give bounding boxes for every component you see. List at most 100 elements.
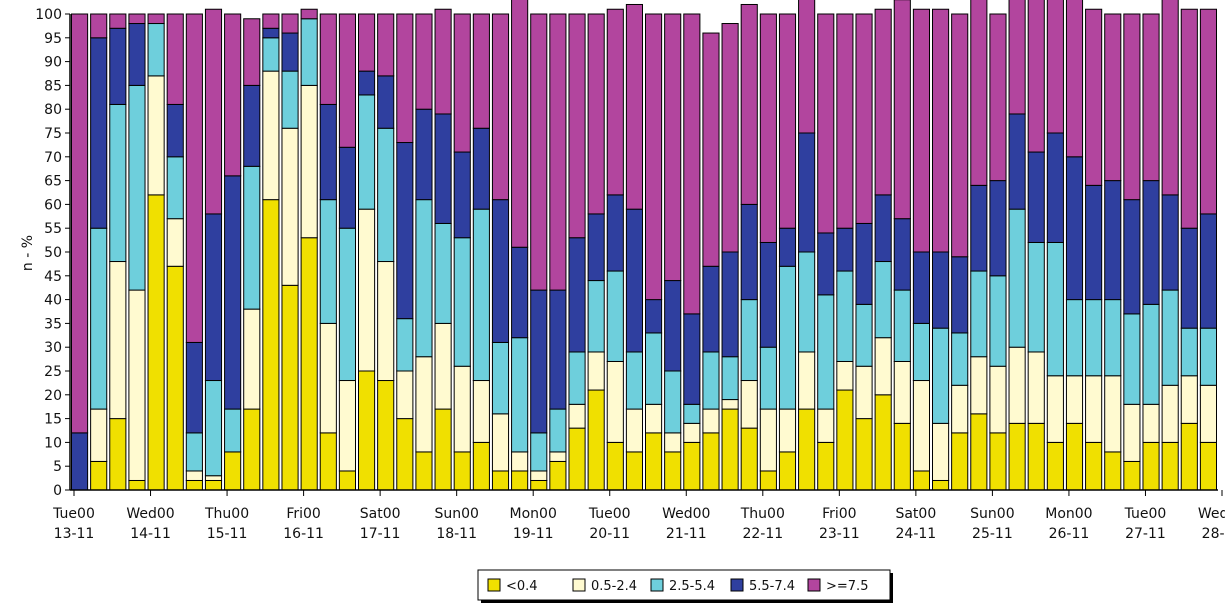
bar-segment-3-29 <box>625 208 643 353</box>
bar-segment-3-26 <box>568 237 586 353</box>
bar-segment-3-37 <box>778 227 797 267</box>
bar-segment-2-30 <box>645 332 663 405</box>
bar-segment-4-32 <box>683 13 701 315</box>
bar-segment-4-6 <box>185 13 203 343</box>
bar-segment-2-12 <box>300 18 318 86</box>
bar-segment-0-57 <box>1161 441 1179 491</box>
bar-segment-4-9 <box>243 18 261 86</box>
bar-segment-0-36 <box>759 470 777 491</box>
y-tick-label: 20 <box>44 388 62 404</box>
bar-segment-0-41 <box>855 418 873 491</box>
bar-segment-0-18 <box>415 451 433 491</box>
bar-segment-3-19 <box>434 113 452 224</box>
bar-segment-1-23 <box>511 451 529 472</box>
bar-segment-4-55 <box>1123 13 1141 201</box>
bar-segment-0-16 <box>377 380 395 491</box>
y-tick-label: 80 <box>44 102 62 118</box>
bar-segment-3-28 <box>606 194 624 272</box>
bar-segment-4-37 <box>778 13 797 229</box>
x-tick-label-day: Tue00 <box>1124 506 1167 522</box>
bar-segment-1-31 <box>664 432 682 453</box>
bar-segment-4-56 <box>1142 13 1160 182</box>
bar-segment-4-45 <box>932 8 950 253</box>
x-tick-label-date: 14-11 <box>130 526 171 542</box>
legend-swatch-3 <box>730 578 744 592</box>
bar-segment-3-17 <box>396 142 414 320</box>
bar-segment-0-19 <box>434 408 452 491</box>
legend-label-0: <0.4 <box>506 579 538 594</box>
bar-segment-2-43 <box>893 289 911 362</box>
bar-segment-2-50 <box>1027 241 1045 353</box>
bar-segment-4-10 <box>262 13 280 29</box>
bar-segment-2-53 <box>1085 299 1103 377</box>
bar-segment-4-7 <box>204 8 223 215</box>
bar-segment-3-2 <box>109 27 127 105</box>
bar-segment-0-58 <box>1180 422 1198 491</box>
y-tick-label: 50 <box>44 245 62 261</box>
bar-segment-0-24 <box>530 479 548 491</box>
bar-segment-2-56 <box>1142 303 1160 405</box>
y-ticks-group: 0 5 10 15 20 25 30 35 40 45 50 55 60 65 70 75 80 85 90 95 10… <box>35 7 70 499</box>
x-tick-label-day: Sat00 <box>895 506 936 522</box>
bar-segment-1-20 <box>453 365 471 453</box>
bar-segment-0-30 <box>645 432 663 491</box>
bar-segment-1-15 <box>358 208 376 372</box>
y-tick-label: 25 <box>44 364 62 380</box>
bar-segment-1-26 <box>568 403 586 429</box>
legend-swatch-2 <box>650 578 664 592</box>
bar-segment-0-49 <box>1008 422 1026 491</box>
bar-segment-1-46 <box>951 384 969 434</box>
bar-segment-1-11 <box>281 127 299 286</box>
bar-segment-1-27 <box>587 351 605 391</box>
bar-segment-4-17 <box>396 13 414 144</box>
bars-group <box>71 0 1217 491</box>
bar-segment-2-34 <box>721 356 739 401</box>
bar-segment-1-4 <box>147 75 165 196</box>
bar-segment-4-8 <box>224 13 242 177</box>
bar-segment-2-45 <box>932 327 950 424</box>
bar-segment-0-56 <box>1142 441 1160 491</box>
bar-segment-0-15 <box>358 370 376 491</box>
bar-segment-1-57 <box>1161 384 1179 443</box>
bar-segment-3-36 <box>759 241 777 348</box>
bar-segment-2-52 <box>1065 299 1084 377</box>
bar-segment-0-8 <box>224 451 242 491</box>
bar-segment-1-7 <box>204 475 223 481</box>
x-tick-label-day: Thu00 <box>740 506 785 522</box>
bar-segment-1-25 <box>549 451 567 462</box>
bar-segment-1-24 <box>530 470 548 481</box>
bar-segment-4-58 <box>1180 8 1198 229</box>
bar-segment-1-48 <box>989 365 1007 434</box>
bar-segment-1-52 <box>1065 375 1084 424</box>
bar-segment-3-24 <box>530 289 548 434</box>
bar-segment-0-4 <box>147 194 165 491</box>
bar-segment-3-47 <box>970 184 988 272</box>
bar-segment-4-49 <box>1008 0 1026 115</box>
y-tick-label: 100 <box>35 7 62 23</box>
bar-segment-3-30 <box>645 299 663 334</box>
bar-segment-4-18 <box>415 13 433 110</box>
bar-segment-1-32 <box>683 422 701 443</box>
bar-segment-3-33 <box>702 265 720 353</box>
bar-segment-1-54 <box>1104 375 1122 453</box>
bar-segment-3-39 <box>817 232 835 296</box>
bar-segment-2-39 <box>817 294 835 410</box>
bar-segment-0-13 <box>319 432 337 491</box>
x-tick-label-day: Tue00 <box>52 506 95 522</box>
legend-swatch-0 <box>487 578 501 592</box>
bar-segment-1-2 <box>109 261 127 420</box>
x-tick-label-date: 19-11 <box>513 526 554 542</box>
bar-segment-2-4 <box>147 23 165 77</box>
bar-segment-0-51 <box>1046 441 1064 491</box>
bar-segment-4-25 <box>549 13 567 291</box>
bar-segment-3-10 <box>262 27 280 39</box>
bar-segment-4-21 <box>472 13 490 129</box>
bar-segment-2-46 <box>951 332 969 386</box>
bar-segment-2-37 <box>778 265 797 410</box>
bar-segment-0-17 <box>396 418 414 491</box>
legend-label-3: 5.5-7.4 <box>749 579 795 594</box>
bar-segment-4-42 <box>874 8 892 196</box>
bar-segment-2-22 <box>491 341 510 415</box>
bar-segment-3-13 <box>319 103 337 201</box>
bar-segment-0-27 <box>587 389 605 491</box>
